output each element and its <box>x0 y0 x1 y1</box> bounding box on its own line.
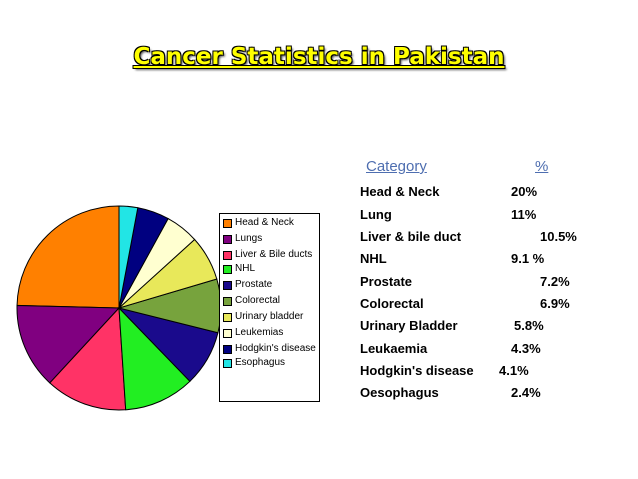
table-row-value: 4.3% <box>511 341 541 356</box>
legend-swatch <box>223 219 232 228</box>
legend-item: Urinary bladder <box>223 311 317 322</box>
legend-swatch <box>223 235 232 244</box>
legend-item: Leukemias <box>223 327 317 338</box>
table-row-value: 2.4% <box>511 385 541 400</box>
legend-swatch <box>223 313 232 322</box>
table-row-value: 6.9% <box>540 296 570 311</box>
table-row-label: Prostate <box>360 274 413 289</box>
legend-label: Lungs <box>235 233 263 244</box>
chart-legend: Head & Neck Lungs Liver & Bile ducts NHL Pro… <box>219 213 320 402</box>
legend-swatch <box>223 359 232 368</box>
table-row-value: 11% <box>511 207 537 222</box>
legend-swatch <box>223 251 232 260</box>
legend-item: Esophagus <box>223 357 317 368</box>
legend-item: Prostate <box>223 279 317 290</box>
legend-label: Urinary bladder <box>235 311 304 322</box>
pie-slice-3 <box>49 306 127 411</box>
pie-slice-4 <box>118 306 191 411</box>
legend-swatch <box>223 265 232 274</box>
table-row-value: 5.8% <box>514 318 544 333</box>
legend-label: Hodgkin's disease <box>235 343 316 354</box>
legend-item: Lungs <box>223 233 317 244</box>
table-row-value: 9.1 % <box>511 251 545 266</box>
legend-label: Leukemias <box>235 327 284 338</box>
table-row-label: Liver & bile duct <box>360 229 462 244</box>
table-row-label: NHL <box>360 251 387 266</box>
legend-item: Colorectal <box>223 295 317 306</box>
table-row-value: 7.2% <box>540 274 570 289</box>
table-row-label: Colorectal <box>360 296 424 311</box>
category-header: Category <box>366 158 427 175</box>
pie-slice-1 <box>16 205 120 309</box>
legend-swatch <box>223 281 232 290</box>
table-row-label: Hodgkin's disease <box>360 363 474 378</box>
legend-swatch <box>223 297 232 306</box>
legend-label: Head & Neck <box>235 217 294 228</box>
table-row-label: Oesophagus <box>360 385 439 400</box>
percent-header: % <box>535 158 549 175</box>
table-row-label: Urinary Bladder <box>360 318 458 333</box>
legend-label: Prostate <box>235 279 273 290</box>
slide-title: Cancer Statistics in Pakistan <box>133 44 505 70</box>
pie-slice-2 <box>16 304 121 384</box>
table-row-label: Head & Neck <box>360 184 440 199</box>
legend-item: NHL <box>223 263 317 274</box>
legend-label: Colorectal <box>235 295 281 306</box>
legend-label: NHL <box>235 263 256 274</box>
legend-item: Hodgkin's disease <box>223 343 317 354</box>
legend-item: Liver & Bile ducts <box>223 249 317 260</box>
legend-swatch <box>223 345 232 354</box>
legend-item: Head & Neck <box>223 217 317 228</box>
table-row-value: 20% <box>511 184 538 199</box>
pie-slice-10 <box>118 205 139 309</box>
pie-chart <box>16 205 222 411</box>
table-row-label: Lung <box>360 207 392 222</box>
legend-label: Liver & Bile ducts <box>235 249 313 260</box>
legend-label: Esophagus <box>235 357 286 368</box>
table-row-value: 10.5% <box>540 229 577 244</box>
table-row-value: 4.1% <box>499 363 529 378</box>
table-row-label: Leukaemia <box>360 341 428 356</box>
legend-swatch <box>223 329 232 338</box>
